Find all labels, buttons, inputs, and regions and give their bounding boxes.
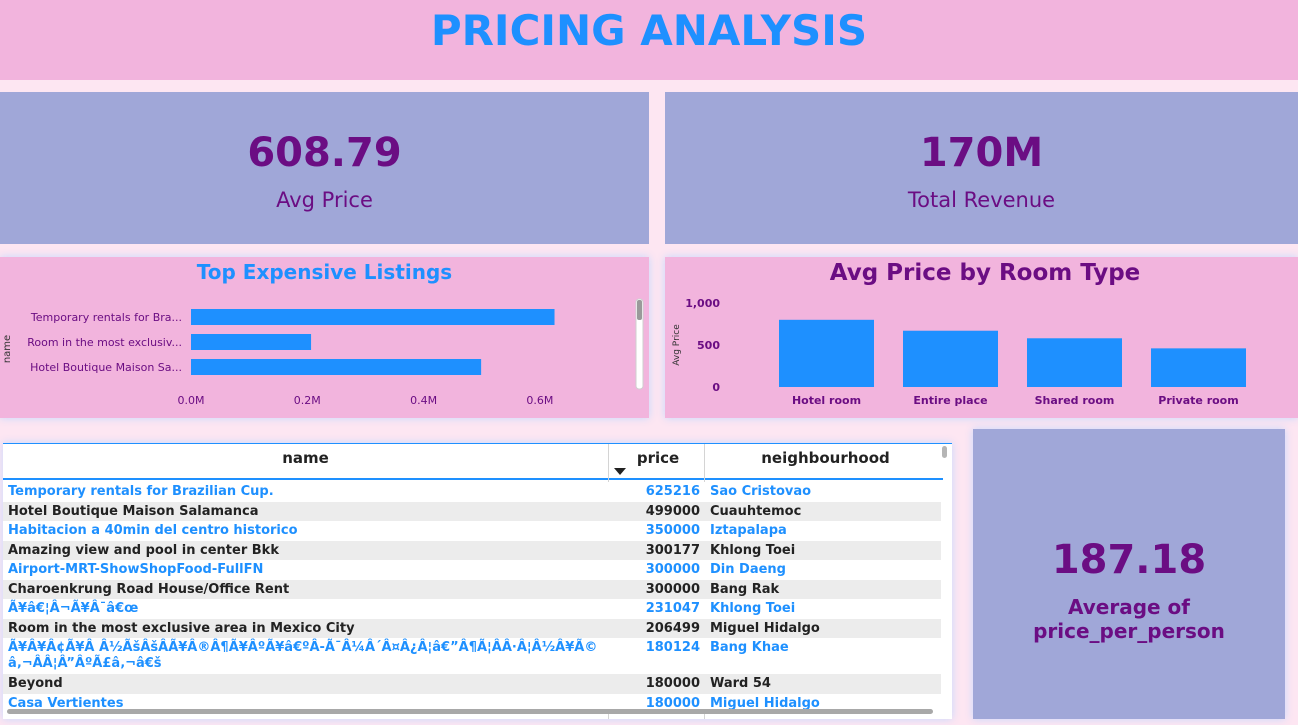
cell-price: 180000 [645,676,700,691]
cell-name: Charoenkrung Road House/Office Rent [8,581,290,597]
cell-price: 206499 [645,620,700,636]
cell-neighbourhood: Khlong Toei [710,542,796,558]
y-tick-label: 1,000 [685,297,720,310]
cell-name: Airport-MRT-ShowShopFood-FullFN [8,562,264,577]
category-label: Shared room [1035,394,1115,407]
avg-price-label: Avg Price [276,188,373,212]
bar[interactable] [191,334,312,350]
x-tick-label: 0.0M [178,394,205,407]
avg-price-per-person-label: Average of price_per_person [1033,595,1225,643]
table-row[interactable]: Ã¥â€¦Â¬Ã¥Â¯â€œ 231047 Khlong Toei [3,599,941,619]
cell-neighbourhood: Cuauhtemoc [710,503,802,519]
cell-neighbourhood: Iztapalapa [710,523,787,538]
y-tick-label: 0 [712,381,720,394]
avg-price-by-room-type-chart[interactable]: Avg Price by Room Type Avg Price 0 500 1,0… [665,257,1298,418]
table-row[interactable]: Casa Vertientes 180000 Miguel Hidalgo [3,693,941,713]
bar[interactable] [1151,348,1246,387]
bar[interactable] [779,319,874,387]
table-row[interactable]: Amazing view and pool in center Bkk 30017… [3,540,941,560]
cell-name: Room in the most exclusive area in Mexic… [8,620,355,636]
top-expensive-listings-plot: name Temporary rentals for Bra... Room in… [2,298,644,407]
cell-price: 300177 [645,542,700,558]
cell-price: 231047 [645,601,700,616]
cell-price: 625216 [645,484,700,499]
column-header-price[interactable]: price [636,449,680,467]
cell-neighbourhood: Ward 54 [710,676,771,691]
table-row[interactable]: Ã¥Â¥Â¢Ã¥Â Â½ÃšÂšÂÃ¥Â®Â¶Ã¥ÂºÃ¥â€ºÂ-Ã¯Â¼Â´… [3,638,941,674]
total-revenue-value: 170M [919,130,1044,176]
cell-name: Temporary rentals for Brazilian Cup. [8,484,274,499]
category-label: Temporary rentals for Bra... [30,311,182,324]
table-row[interactable]: Room in the most exclusive area in Mexic… [3,618,941,638]
avg-price-per-person-value: 187.18 [1051,537,1207,583]
table-row[interactable]: Airport-MRT-ShowShopFood-FullFN 300000 Din… [3,560,941,580]
top-expensive-listings-chart[interactable]: Top Expensive Listings name Temporary re… [0,257,649,418]
avg-price-value: 608.79 [247,130,402,176]
table-row[interactable]: Charoenkrung Road House/Office Rent 30000… [3,579,941,599]
table-vertical-scrollbar[interactable] [942,446,947,458]
cell-neighbourhood: Miguel Hidalgo [710,620,820,636]
cell-name: Hotel Boutique Maison Salamanca [8,503,259,519]
x-tick-label: 0.6M [526,394,553,407]
table-row[interactable]: Hotel Boutique Maison Salamanca 499000 Cua… [3,501,941,521]
table-row[interactable]: Habitacion a 40min del centro historico 3… [3,521,941,541]
avg-price-by-room-type-plot: Avg Price 0 500 1,000 Hotel room Entire plac… [672,297,1246,407]
category-label: Entire place [913,394,987,407]
avg-price-per-person-card[interactable]: 187.18 Average of price_per_person [973,429,1285,719]
table-horizontal-scrollbar[interactable] [7,709,933,714]
x-tick-label: 0.4M [410,394,437,407]
avg-price-card[interactable]: 608.79 Avg Price [0,92,649,244]
cell-price: 180124 [645,640,700,655]
y-tick-label: 500 [697,339,720,352]
chart-scrollbar-thumb[interactable] [637,300,642,320]
bar[interactable] [191,309,555,325]
cell-name: Ã¥â€¦Â¬Ã¥Â¯â€œ [8,601,139,616]
column-header-name[interactable]: name [282,449,329,467]
listings-table[interactable]: name price neighbourhood Temporary renta… [3,443,952,719]
x-tick-label: 0.2M [294,394,321,407]
cell-neighbourhood: Bang Rak [710,581,780,597]
chart-title: Top Expensive Listings [196,260,453,284]
category-label: Room in the most exclusiv... [27,336,182,349]
column-header-neighbourhood[interactable]: neighbourhood [761,449,890,467]
category-label: Hotel Boutique Maison Sa... [30,361,182,374]
table-row[interactable]: Beyond 180000 Ward 54 [3,674,941,694]
cell-name: Beyond [8,676,63,691]
bar[interactable] [191,359,482,375]
cell-price: 180000 [645,695,700,711]
cell-price: 300000 [645,562,700,577]
table-row[interactable]: Temporary rentals for Brazilian Cup. 6252… [3,482,941,502]
cell-price: 350000 [645,523,700,538]
bar[interactable] [903,330,998,387]
table-header: name price neighbourhood [3,444,943,480]
category-label: Private room [1158,394,1238,407]
cell-neighbourhood: Miguel Hidalgo [710,695,820,711]
total-revenue-card[interactable]: 170M Total Revenue [665,92,1298,244]
cell-neighbourhood: Sao Cristovao [710,484,812,499]
sort-descending-icon[interactable] [614,468,626,475]
cell-name: Habitacion a 40min del centro historico [8,523,298,538]
category-label: Hotel room [792,394,861,407]
header-banner: PRICING ANALYSIS [0,0,1298,80]
cell-name: Casa Vertientes [8,695,124,711]
cell-price: 499000 [645,503,700,519]
bar[interactable] [1027,338,1122,387]
table-body: Temporary rentals for Brazilian Cup. 6252… [3,482,943,713]
y-axis-label: name [2,335,13,363]
cell-neighbourhood: Bang Khae [710,640,789,655]
cell-neighbourhood: Khlong Toei [710,601,796,616]
chart-scrollbar[interactable] [635,298,644,390]
page-title: PRICING ANALYSIS [430,6,868,55]
total-revenue-label: Total Revenue [907,188,1056,212]
cell-price: 300000 [645,581,700,597]
chart-title: Avg Price by Room Type [829,260,1141,286]
cell-neighbourhood: Din Daeng [710,562,786,577]
cell-name: Ã¥Â¥Â¢Ã¥Â Â½ÃšÂšÂÃ¥Â®Â¶Ã¥ÂºÃ¥â€ºÂ-Ã¯Â¼Â´… [8,640,598,671]
cell-name: Amazing view and pool in center Bkk [8,542,279,558]
y-axis-label: Avg Price [672,324,682,366]
